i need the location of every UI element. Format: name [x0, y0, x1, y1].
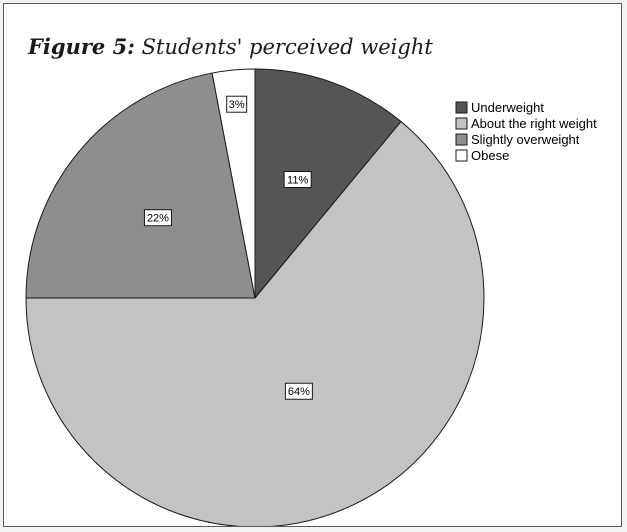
- data-label-underweight: 11%: [283, 170, 312, 188]
- legend-swatch-underweight: [455, 101, 468, 114]
- data-label-box-obese: [226, 95, 248, 113]
- legend-label-about-the-right-weight: About the right weight: [471, 116, 597, 131]
- data-label-box-slightly-overweight: [143, 209, 172, 227]
- data-label-about-the-right-weight: 64%: [284, 382, 313, 400]
- figure-label: Figure 5:: [28, 34, 135, 59]
- data-label-text-obese: 3%: [229, 99, 245, 111]
- data-label-text-underweight: 11%: [287, 174, 308, 186]
- legend-label-underweight: Underweight: [471, 100, 544, 115]
- legend-label-slightly-overweight: Slightly overweight: [471, 132, 580, 147]
- data-label-slightly-overweight: 22%: [143, 209, 172, 227]
- pie-slice-about-the-right-weight: [25, 120, 485, 526]
- data-label-box-about-the-right-weight: [284, 382, 313, 400]
- data-label-obese: 3%: [226, 95, 248, 113]
- figure-frame: Figure 5: Students' perceived weight 11%…: [3, 3, 622, 527]
- legend-swatch-about-the-right-weight: [455, 117, 468, 130]
- pie-slice-obese: [211, 68, 256, 299]
- data-label-box-underweight: [283, 170, 312, 188]
- data-label-text-about-the-right-weight: 64%: [288, 386, 310, 398]
- legend-swatch-obese: [455, 149, 468, 162]
- figure-caption: Students' perceived weight: [141, 35, 433, 59]
- pie-slice-slightly-overweight: [25, 72, 256, 299]
- legend-swatch-slightly-overweight: [455, 133, 468, 146]
- legend-label-obese: Obese: [471, 148, 509, 163]
- data-label-text-slightly-overweight: 22%: [147, 213, 169, 225]
- pie-slice-underweight: [254, 68, 402, 300]
- figure-title: Figure 5: Students' perceived weight: [28, 34, 433, 59]
